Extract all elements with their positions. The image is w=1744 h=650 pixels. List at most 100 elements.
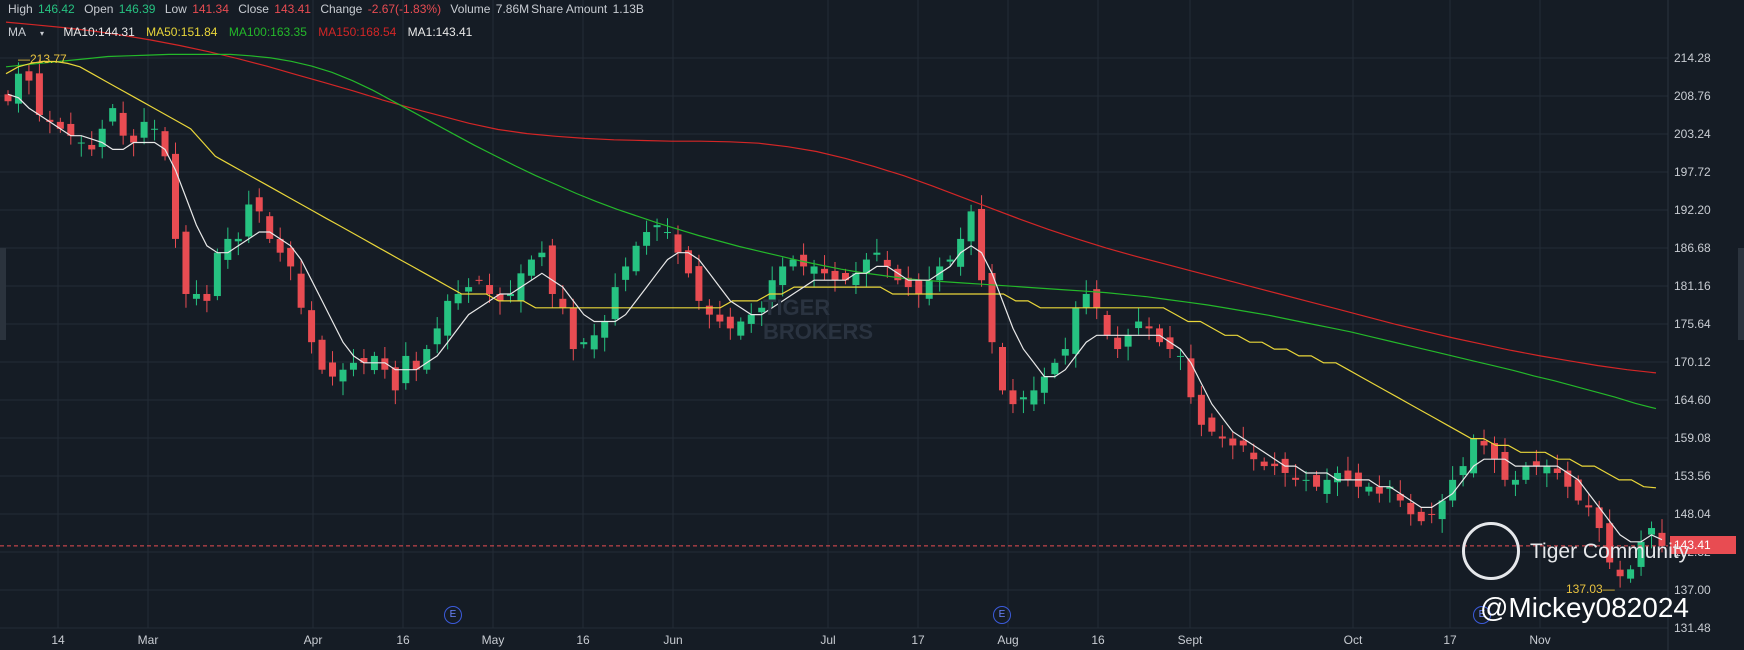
candle-body <box>925 280 933 299</box>
candle-body <box>978 208 986 281</box>
candle-body <box>1648 528 1656 535</box>
candle-body <box>726 316 734 329</box>
y-tick-label: 181.16 <box>1674 279 1711 293</box>
low-value: 141.34 <box>192 2 229 16</box>
candle-body <box>1323 479 1331 494</box>
candle-body <box>1040 376 1048 393</box>
candle-body <box>1438 500 1446 520</box>
candle-body <box>1030 390 1038 405</box>
candle-body <box>297 273 305 308</box>
y-tick-label: 192.20 <box>1674 203 1711 217</box>
candle-body <box>433 328 441 345</box>
candle-body <box>768 280 776 301</box>
candle-body <box>883 259 891 267</box>
candle-body <box>234 238 242 242</box>
candle-body <box>1627 569 1635 579</box>
x-tick-label: Oct <box>1343 633 1363 647</box>
x-tick-label: 14 <box>51 633 65 647</box>
candle-body <box>1449 479 1457 501</box>
ma50-value: MA50:151.84 <box>146 25 218 39</box>
candle-body <box>4 94 12 102</box>
ma150-line <box>5 21 1657 374</box>
candle-body <box>1072 307 1080 354</box>
ma10-line <box>7 93 1663 543</box>
candle-body <box>109 108 117 122</box>
change-value: -2.67(-1.83%) <box>367 2 442 16</box>
ma-selector[interactable]: MA ▾ <box>8 25 52 39</box>
candle-body <box>1292 477 1300 480</box>
candle-body <box>810 266 818 274</box>
candle-body <box>1480 440 1488 446</box>
candle-body <box>412 360 420 370</box>
watermark-line2: BROKERS <box>763 319 874 344</box>
community-label: Tiger Community <box>1530 540 1690 563</box>
candle-body <box>622 266 630 280</box>
ma50-line <box>5 60 1657 489</box>
ma-legend: MA ▾ MA10:144.31 MA50:151.84 MA100:163.35… <box>8 25 480 39</box>
x-tick-label: May <box>481 633 505 647</box>
candle-body <box>496 293 504 301</box>
x-tick-label: 16 <box>576 633 590 647</box>
candle-body <box>1616 569 1624 577</box>
candle-body <box>1135 321 1143 329</box>
candle-body <box>14 73 22 104</box>
candle-body <box>1522 466 1530 480</box>
candle-body <box>643 232 651 246</box>
candle-body <box>1082 293 1090 308</box>
candle-body <box>454 293 462 304</box>
candle-body <box>203 293 211 301</box>
candle-body <box>46 119 54 122</box>
candle-body <box>1145 326 1153 329</box>
candle-body <box>1595 507 1603 529</box>
earnings-icon[interactable]: E <box>993 606 1011 624</box>
candle-body <box>1574 479 1582 501</box>
candle-body <box>988 272 996 343</box>
candle-body <box>329 362 337 377</box>
ma1-value: MA1:143.41 <box>407 25 473 39</box>
low-marker: 137.03— <box>1566 582 1615 596</box>
user-handle: @Mickey082024 <box>1480 592 1689 623</box>
candle-body <box>1459 466 1467 476</box>
candle-body <box>161 131 169 157</box>
candle-body <box>904 277 912 288</box>
ohlc-header: High 146.42 Open 146.39 Low 141.34 Close… <box>8 2 646 16</box>
candle-body <box>287 247 295 267</box>
ma150-value: MA150:168.54 <box>318 25 397 39</box>
candle-body <box>841 272 849 281</box>
candle-body <box>1543 466 1551 474</box>
candle-body <box>946 259 954 262</box>
chevron-down-icon[interactable]: ▾ <box>40 29 45 38</box>
candle-body <box>684 250 692 274</box>
ma-label: MA <box>8 25 26 39</box>
earnings-icon[interactable]: E <box>1473 606 1491 624</box>
x-tick-label: Apr <box>303 633 323 647</box>
close-value: 143.41 <box>274 2 311 16</box>
candle-body <box>1491 443 1499 460</box>
open-label: Open <box>84 2 114 16</box>
candle-body <box>486 285 494 294</box>
candle-body <box>580 342 588 345</box>
x-tick-label: 17 <box>911 633 925 647</box>
candle-body <box>506 293 514 297</box>
right-scroll-handle[interactable] <box>1738 248 1744 340</box>
candle-body <box>213 252 221 297</box>
y-tick-label: 137.00 <box>1674 583 1711 597</box>
candle-body <box>1564 470 1572 487</box>
candle-body <box>1051 362 1059 375</box>
y-tick-label: 170.12 <box>1674 355 1711 369</box>
candle-body <box>119 112 127 136</box>
candle-body <box>255 197 263 212</box>
candle-body <box>1606 523 1614 563</box>
x-tick-label: Jun <box>663 633 683 647</box>
earnings-icon[interactable]: E <box>444 606 462 624</box>
candle-body <box>705 305 713 315</box>
candle-body <box>998 346 1006 391</box>
left-scroll-handle[interactable] <box>0 248 6 340</box>
candle-body <box>527 259 535 276</box>
candle-body <box>632 245 640 272</box>
volume-value: 7.86M <box>495 2 530 16</box>
candle-body <box>716 314 724 322</box>
x-tick-label: Mar <box>137 633 159 647</box>
watermark: TIGER BROKERS <box>763 296 873 344</box>
